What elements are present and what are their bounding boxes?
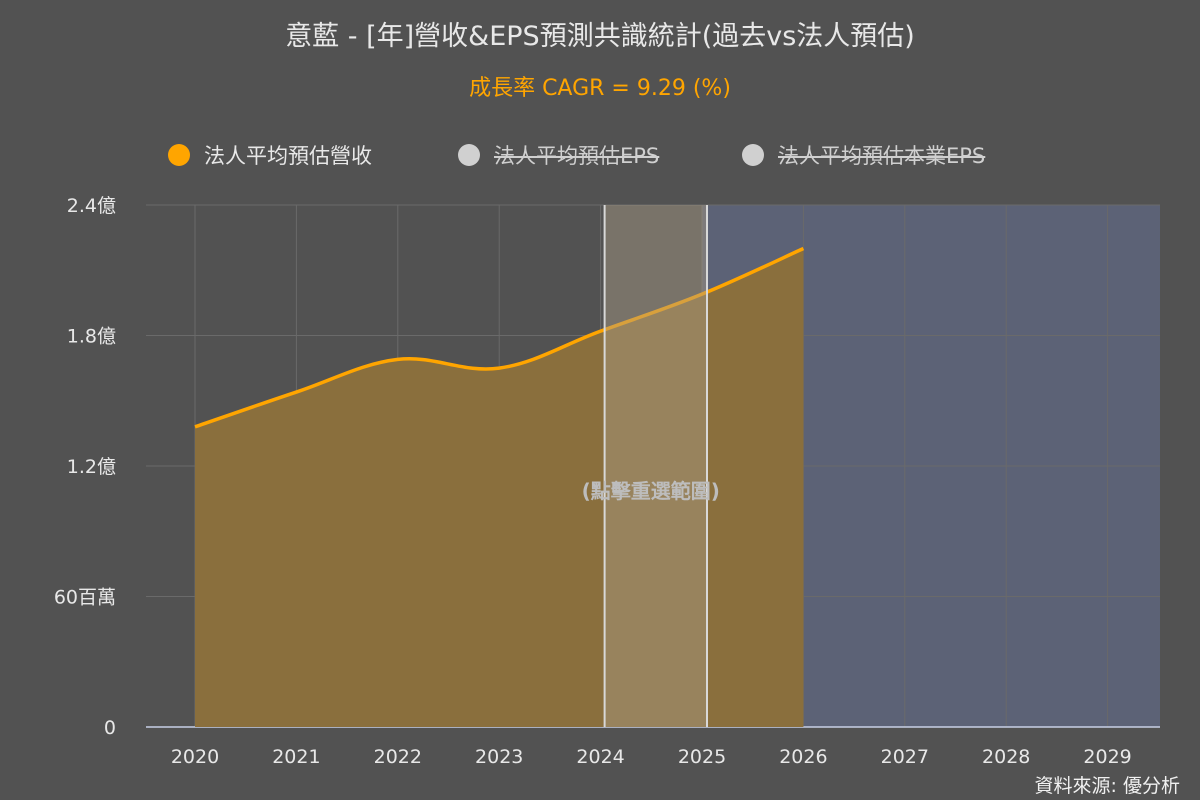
legend: 法人平均預估營收 法人平均預估EPS 法人平均預估本業EPS xyxy=(0,140,1200,174)
x-tick-label: 2027 xyxy=(881,746,929,768)
x-tick-label: 2026 xyxy=(779,746,827,768)
x-tick-label: 2021 xyxy=(272,746,320,768)
selection-band[interactable] xyxy=(604,205,707,727)
legend-label: 法人平均預估營收 xyxy=(204,144,372,168)
y-tick-label: 1.2億 xyxy=(67,456,116,478)
y-tick-label: 60百萬 xyxy=(54,587,116,609)
x-tick-label: 2022 xyxy=(374,746,422,768)
x-tick-label: 2020 xyxy=(171,746,219,768)
x-tick-label: 2028 xyxy=(982,746,1030,768)
revenue-line xyxy=(194,246,805,429)
legend-dot-icon xyxy=(458,144,480,166)
y-tick-label: 1.8億 xyxy=(67,326,116,348)
x-tick-label: 2029 xyxy=(1083,746,1131,768)
x-tick-label: 2025 xyxy=(678,746,726,768)
source-credit: 資料來源: 優分析 xyxy=(1034,775,1180,797)
x-tick-label: 2024 xyxy=(576,746,624,768)
revenue-area xyxy=(195,248,804,727)
legend-item-core-eps[interactable]: 法人平均預估本業EPS xyxy=(742,140,985,170)
y-tick-label: 2.4億 xyxy=(67,195,116,217)
legend-item-revenue[interactable]: 法人平均預估營收 xyxy=(168,140,372,170)
x-tick-label: 2023 xyxy=(475,746,523,768)
legend-label: 法人平均預估本業EPS xyxy=(778,144,986,168)
chart-title: 意藍 - [年]營收&EPS預測共識統計(過去vs法人預估) xyxy=(285,21,915,52)
legend-item-eps[interactable]: 法人平均預估EPS xyxy=(458,140,659,170)
legend-dot-icon xyxy=(168,144,190,166)
reselect-range-hint[interactable]: (點擊重選範圍) xyxy=(582,479,720,503)
chart-subtitle-cagr: 成長率 CAGR = 9.29 (%) xyxy=(469,76,731,101)
legend-label: 法人平均預估EPS xyxy=(494,144,660,168)
legend-dot-icon xyxy=(742,144,764,166)
y-tick-label: 0 xyxy=(104,717,116,739)
